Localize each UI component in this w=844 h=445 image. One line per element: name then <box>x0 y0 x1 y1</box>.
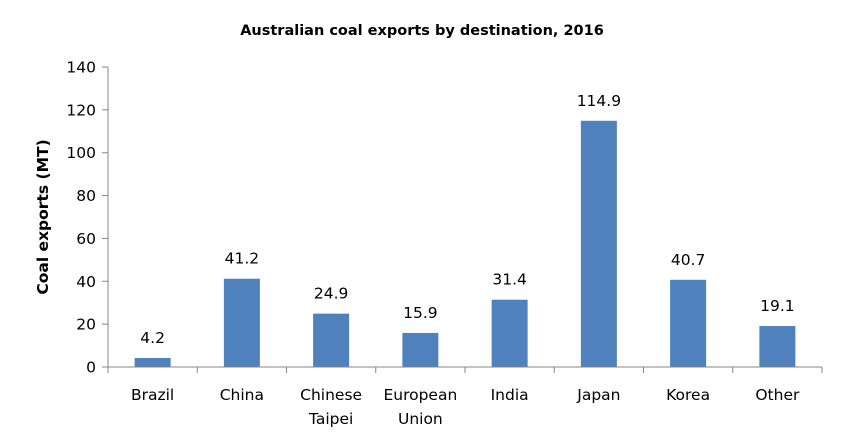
bar <box>759 326 796 367</box>
y-axis-label: Coal exports (MT) <box>34 139 52 294</box>
y-tick-label: 20 <box>76 316 96 334</box>
x-category-label: European Union <box>383 386 457 428</box>
data-labels: 4.2 41.2 24.9 15.9 31.4 114.9 40.7 19.1 <box>140 92 794 347</box>
axes <box>102 66 823 373</box>
data-label: 15.9 <box>403 304 438 322</box>
y-tick-label: 100 <box>66 144 96 162</box>
x-category-label: Japan <box>576 386 620 404</box>
x-category-label: India <box>491 386 529 404</box>
bars <box>134 120 796 368</box>
bar <box>491 299 528 367</box>
data-label: 4.2 <box>140 329 165 347</box>
y-tick-label: 40 <box>76 273 96 291</box>
y-tick-label: 140 <box>66 59 96 77</box>
data-label: 114.9 <box>577 92 621 110</box>
bar <box>134 358 171 367</box>
data-label: 19.1 <box>760 297 795 315</box>
bar <box>402 332 439 367</box>
x-category-label: China <box>220 386 264 404</box>
x-axis-labels: Brazil China Chinese Taipei European Union Ind… <box>131 386 800 428</box>
y-axis-ticks: 0 20 40 60 80 100 120 140 <box>66 59 96 377</box>
data-label: 40.7 <box>671 251 706 269</box>
x-category-label: Brazil <box>131 386 174 404</box>
x-category-label: Other <box>755 386 800 404</box>
x-category-label: Chinese Taipei <box>300 386 362 428</box>
chart-title: Australian coal exports by destination, … <box>240 23 604 39</box>
bar <box>670 279 707 367</box>
data-label: 24.9 <box>314 285 349 303</box>
y-tick-label: 80 <box>76 187 96 205</box>
bar <box>313 313 350 367</box>
bar <box>223 278 260 367</box>
y-tick-label: 0 <box>86 359 96 377</box>
data-label: 41.2 <box>225 250 260 268</box>
data-label: 31.4 <box>492 271 527 289</box>
y-tick-label: 120 <box>66 101 96 119</box>
bar <box>580 120 617 368</box>
y-tick-label: 60 <box>76 230 96 248</box>
x-category-label: Korea <box>666 386 710 404</box>
